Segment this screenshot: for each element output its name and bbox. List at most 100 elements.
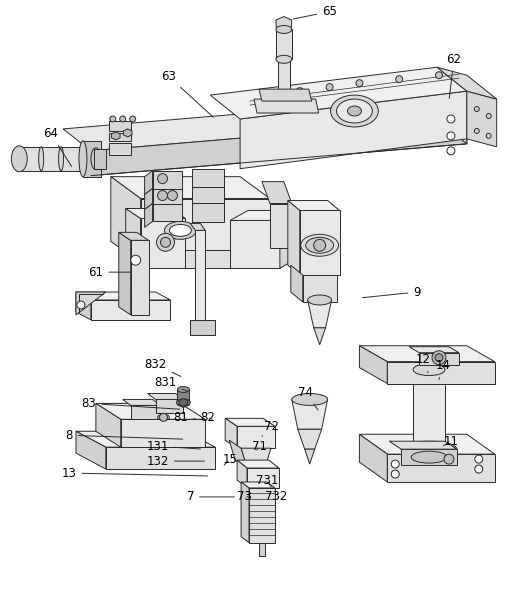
Polygon shape — [76, 292, 106, 315]
Polygon shape — [109, 133, 131, 141]
Ellipse shape — [39, 147, 43, 170]
Polygon shape — [153, 188, 182, 204]
Polygon shape — [262, 182, 292, 204]
Polygon shape — [210, 67, 467, 119]
Polygon shape — [359, 346, 387, 384]
Ellipse shape — [130, 116, 135, 122]
Polygon shape — [195, 230, 205, 330]
Polygon shape — [276, 17, 292, 30]
Text: 73: 73 — [237, 491, 251, 503]
Polygon shape — [225, 418, 275, 426]
Text: 82: 82 — [200, 411, 215, 424]
Polygon shape — [237, 426, 275, 448]
Circle shape — [160, 238, 171, 247]
Polygon shape — [83, 141, 101, 176]
Polygon shape — [109, 121, 131, 131]
Polygon shape — [106, 447, 215, 469]
Ellipse shape — [337, 99, 373, 123]
Polygon shape — [76, 292, 171, 300]
Circle shape — [77, 301, 85, 309]
Ellipse shape — [276, 55, 292, 64]
Ellipse shape — [157, 173, 168, 184]
Circle shape — [156, 233, 174, 251]
Text: 132: 132 — [146, 454, 204, 467]
Text: 832: 832 — [145, 358, 181, 377]
Polygon shape — [76, 292, 91, 320]
Polygon shape — [76, 431, 106, 469]
Polygon shape — [308, 300, 332, 328]
Ellipse shape — [413, 451, 445, 463]
Polygon shape — [76, 431, 215, 447]
Text: 131: 131 — [146, 440, 200, 453]
Text: 11: 11 — [444, 435, 458, 448]
Polygon shape — [123, 129, 132, 137]
Circle shape — [356, 80, 363, 87]
Polygon shape — [409, 347, 459, 353]
Polygon shape — [254, 99, 319, 113]
Text: 61: 61 — [88, 266, 130, 279]
Polygon shape — [192, 203, 224, 222]
Ellipse shape — [331, 95, 378, 127]
Circle shape — [435, 72, 443, 78]
Ellipse shape — [347, 106, 361, 116]
Polygon shape — [305, 449, 315, 464]
Polygon shape — [247, 468, 279, 488]
Polygon shape — [292, 399, 328, 429]
Polygon shape — [179, 399, 188, 406]
Polygon shape — [148, 393, 183, 399]
Polygon shape — [270, 204, 292, 248]
Ellipse shape — [177, 387, 190, 393]
Polygon shape — [123, 399, 160, 406]
Polygon shape — [249, 488, 275, 543]
Circle shape — [474, 106, 479, 112]
Polygon shape — [177, 397, 190, 407]
Polygon shape — [303, 275, 337, 302]
Polygon shape — [119, 232, 149, 241]
Polygon shape — [94, 149, 106, 169]
Text: 65: 65 — [293, 5, 337, 19]
Circle shape — [486, 134, 491, 138]
Polygon shape — [19, 147, 94, 170]
Polygon shape — [389, 441, 457, 449]
Polygon shape — [241, 482, 275, 488]
Circle shape — [435, 353, 443, 362]
Polygon shape — [387, 362, 495, 384]
Polygon shape — [119, 232, 131, 315]
Polygon shape — [300, 210, 339, 275]
Polygon shape — [280, 210, 298, 268]
Circle shape — [266, 93, 273, 100]
Text: 12: 12 — [415, 353, 431, 373]
Polygon shape — [288, 201, 339, 210]
Ellipse shape — [411, 451, 447, 463]
Polygon shape — [230, 210, 298, 220]
Ellipse shape — [120, 116, 126, 122]
Text: 15: 15 — [223, 453, 238, 466]
Ellipse shape — [301, 235, 339, 256]
Polygon shape — [121, 419, 205, 447]
Polygon shape — [437, 67, 497, 99]
Polygon shape — [413, 369, 445, 457]
Polygon shape — [145, 204, 153, 228]
Ellipse shape — [110, 116, 116, 122]
Polygon shape — [111, 176, 270, 198]
Polygon shape — [401, 449, 457, 465]
Circle shape — [396, 75, 403, 83]
Polygon shape — [153, 204, 182, 222]
Ellipse shape — [157, 415, 170, 421]
Polygon shape — [141, 198, 270, 263]
Polygon shape — [96, 403, 121, 447]
Polygon shape — [145, 170, 153, 195]
Ellipse shape — [168, 191, 177, 201]
Polygon shape — [359, 346, 495, 362]
Circle shape — [447, 147, 455, 155]
Text: 62: 62 — [447, 53, 461, 99]
Polygon shape — [91, 300, 171, 320]
Circle shape — [475, 455, 483, 463]
Polygon shape — [126, 208, 185, 219]
Text: 732: 732 — [265, 491, 287, 503]
Polygon shape — [191, 320, 215, 335]
Polygon shape — [126, 208, 141, 268]
Text: 64: 64 — [43, 127, 72, 166]
Polygon shape — [131, 241, 149, 315]
Circle shape — [159, 413, 168, 421]
